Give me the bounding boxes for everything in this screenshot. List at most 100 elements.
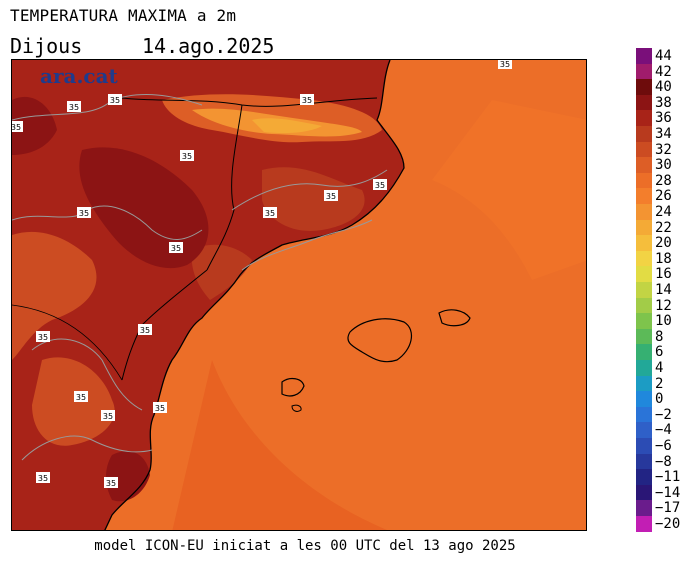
regional-border-1	[206, 104, 243, 271]
svg-text:35: 35	[500, 60, 510, 69]
legend-swatch	[636, 188, 652, 205]
legend-swatch	[636, 250, 652, 267]
svg-text:35: 35	[140, 326, 150, 335]
legend-label: −17	[655, 500, 681, 517]
legend-label: 4	[655, 360, 664, 376]
isotherm-label: 35	[373, 179, 387, 190]
legend-label: 0	[655, 391, 664, 408]
coastline	[104, 60, 405, 530]
isotherm-label: 35	[101, 410, 115, 421]
pyrenees-cool	[252, 118, 322, 134]
land-zone-very-hot-2	[106, 451, 150, 502]
legend-swatch	[636, 313, 652, 330]
legend-swatch	[636, 126, 652, 142]
legend-swatch	[636, 484, 652, 501]
legend-label: 8	[655, 328, 664, 345]
svg-text:35: 35	[265, 209, 275, 218]
legend-swatch	[636, 516, 652, 532]
legend-label: 44	[655, 48, 672, 64]
legend-label: −8	[655, 453, 672, 470]
isotherm-35-far-south	[21, 435, 153, 461]
isotherm-label: 35	[74, 391, 88, 402]
legend-swatch	[636, 94, 652, 111]
legend-label: −4	[655, 422, 672, 439]
legend-label: 10	[655, 313, 672, 330]
isotherm-label: 35	[36, 472, 50, 483]
isotherm-label: 35	[138, 324, 152, 335]
island-mallorca	[347, 318, 413, 363]
legend-swatch	[636, 219, 652, 236]
map-canvas: 35 35 35 35 35 35 35 35 35 35 35 35 35 3…	[12, 60, 586, 530]
svg-text:35: 35	[375, 181, 385, 190]
isotherm-35-south	[31, 338, 143, 411]
legend-swatch	[636, 360, 652, 376]
sea-warm-zone	[172, 360, 388, 530]
isotherm-35-coast	[241, 219, 373, 271]
legend-label: 18	[655, 250, 672, 267]
legend-swatch	[636, 422, 652, 439]
legend-label: 20	[655, 235, 672, 252]
legend-label: 2	[655, 375, 664, 392]
regional-border-3	[12, 304, 123, 381]
legend-swatch	[636, 79, 652, 96]
svg-text:35: 35	[106, 479, 116, 488]
island-formentera	[291, 404, 302, 412]
legend-swatch	[636, 297, 652, 314]
isotherm-label: 35	[36, 331, 50, 342]
map-title: TEMPERATURA MAXIMA a 2m	[10, 6, 237, 25]
svg-text:35: 35	[38, 474, 48, 483]
legend-swatch	[636, 344, 652, 361]
legend-swatch	[636, 157, 652, 174]
legend-label: −20	[655, 516, 681, 532]
land-zone-west	[12, 231, 97, 360]
legend-swatch	[636, 453, 652, 470]
isotherm-label: 35	[180, 150, 194, 161]
legend-label: 22	[655, 219, 672, 236]
svg-text:35: 35	[76, 393, 86, 402]
isotherm-label: 35	[498, 60, 512, 69]
isotherm-label: 35	[169, 242, 183, 253]
legend-label: −14	[655, 484, 681, 501]
legend-swatch	[636, 110, 652, 127]
legend-label: 6	[655, 344, 664, 361]
sea-zone-ne	[432, 100, 586, 280]
legend-label: 12	[655, 297, 672, 314]
svg-text:35: 35	[182, 152, 192, 161]
svg-text:35: 35	[326, 192, 336, 201]
isotherm-label: 35	[108, 94, 122, 105]
legend-swatch	[636, 391, 652, 408]
legend-label: 30	[655, 157, 672, 174]
isotherm-35-west	[12, 205, 203, 240]
land-zone-catalonia	[262, 167, 365, 231]
legend-swatch	[636, 266, 652, 283]
legend-swatch	[636, 375, 652, 392]
legend-swatch	[636, 204, 652, 220]
isotherm-labels: 35 35 35 35 35 35 35 35 35 35 35 35 35 3…	[12, 60, 512, 488]
island-ibiza	[281, 377, 305, 397]
svg-text:35: 35	[110, 96, 120, 105]
ara-cat-logo: ara.cat	[40, 64, 118, 88]
land-zone-sw	[32, 357, 115, 446]
island-menorca	[438, 309, 471, 327]
isotherm-label: 35	[153, 402, 167, 413]
svg-text:35: 35	[155, 404, 165, 413]
isotherm-35-catalonia	[231, 169, 388, 211]
land-zone-very-hot-3	[12, 96, 57, 155]
isotherm-label: 35	[324, 190, 338, 201]
temperature-map: 35 35 35 35 35 35 35 35 35 35 35 35 35 3…	[11, 59, 587, 531]
legend-label: 34	[655, 126, 672, 142]
isotherm-label: 35	[77, 207, 91, 218]
svg-text:35: 35	[12, 123, 21, 132]
forecast-day: Dijous	[10, 34, 83, 58]
legend-label: 32	[655, 141, 672, 158]
legend-label: 16	[655, 266, 672, 283]
legend-swatch	[636, 235, 652, 252]
isotherm-label: 35	[300, 94, 314, 105]
model-info: model ICON-EU iniciat a les 00 UTC del 1…	[94, 538, 516, 554]
legend-swatch	[636, 469, 652, 486]
legend-label: 38	[655, 94, 672, 111]
legend-label: 42	[655, 63, 672, 80]
legend-swatch	[636, 438, 652, 454]
legend-swatch	[636, 63, 652, 80]
legend-label: 24	[655, 204, 672, 220]
